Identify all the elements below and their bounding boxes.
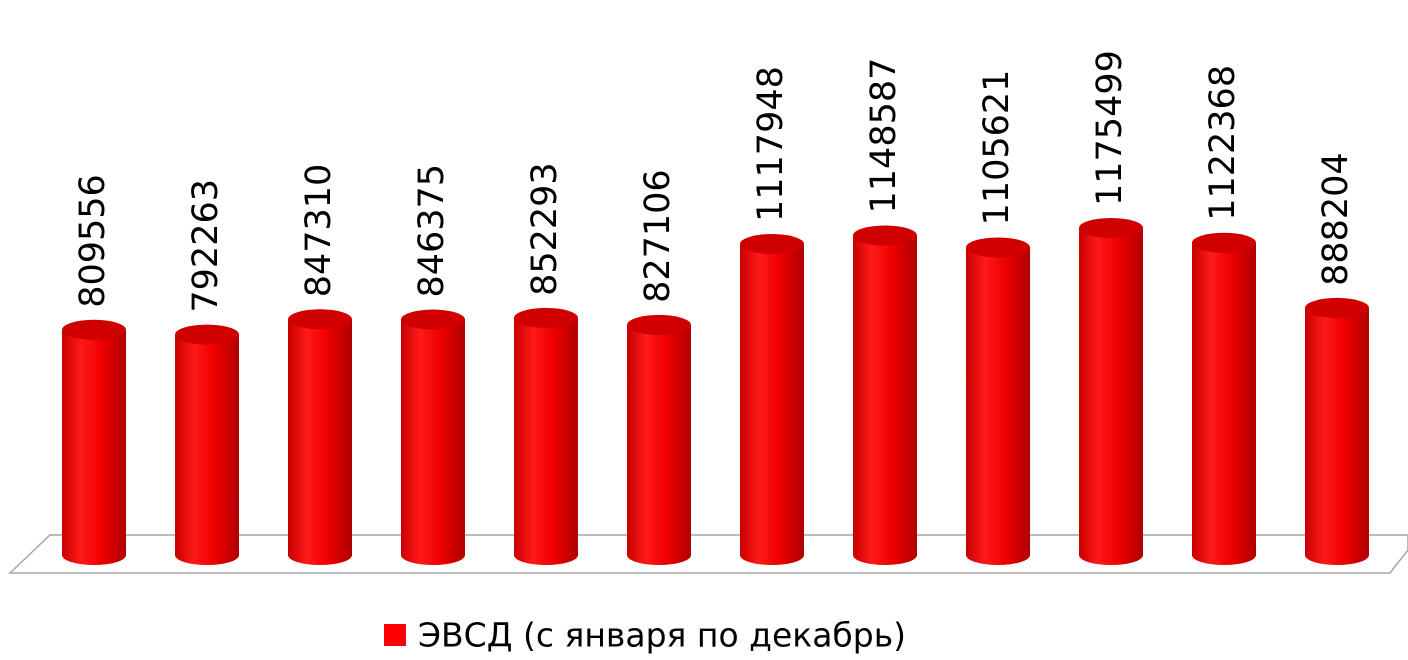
bar xyxy=(514,307,578,565)
bar-body xyxy=(401,319,465,565)
bar-body xyxy=(1305,307,1369,565)
data-label: 852293 xyxy=(525,162,565,296)
bar xyxy=(62,319,126,565)
bar-top xyxy=(1079,218,1143,238)
data-label: 1148587 xyxy=(864,58,904,214)
data-label: 1175499 xyxy=(1090,50,1130,206)
data-label: 846375 xyxy=(412,164,452,298)
bar-body xyxy=(1192,242,1256,565)
bar-body xyxy=(853,235,917,565)
bar-body xyxy=(175,334,239,565)
bar-body xyxy=(62,329,126,565)
bar-top xyxy=(288,309,352,330)
bar xyxy=(175,324,239,565)
bar-top xyxy=(1192,232,1256,253)
bar-top xyxy=(627,314,691,335)
bar-top xyxy=(1305,297,1369,318)
floor xyxy=(8,534,1408,574)
legend-label: ЭВСД (с января по декабрь) xyxy=(418,616,906,655)
bar xyxy=(1192,232,1256,565)
data-label: 827106 xyxy=(638,169,678,303)
data-label: 888204 xyxy=(1316,152,1356,286)
bar xyxy=(627,314,691,565)
data-label: 1105621 xyxy=(977,70,1017,226)
plot-area: 809556 792263 847310 846375 852293 827106 1117… xyxy=(62,50,1369,565)
bar-body xyxy=(966,247,1030,565)
bar-body xyxy=(288,319,352,565)
legend-swatch xyxy=(384,624,406,646)
bar-body xyxy=(627,324,691,565)
bar xyxy=(853,225,917,565)
bar-top xyxy=(514,307,578,328)
bar-top xyxy=(175,324,239,345)
bar-top xyxy=(853,225,917,246)
bar xyxy=(288,309,352,565)
bar-top xyxy=(62,319,126,340)
bar xyxy=(740,234,804,565)
bar xyxy=(1305,297,1369,565)
data-label: 1122368 xyxy=(1203,65,1243,221)
data-label: 809556 xyxy=(73,174,113,308)
bar xyxy=(1079,218,1143,565)
bar-top xyxy=(966,237,1030,258)
bar-body xyxy=(514,317,578,565)
bar-top xyxy=(401,309,465,330)
bar-body xyxy=(1079,228,1143,565)
data-label: 1117948 xyxy=(751,66,791,222)
bar xyxy=(401,309,465,565)
data-label: 792263 xyxy=(186,179,226,313)
bar-top xyxy=(740,234,804,255)
bar-body xyxy=(740,244,804,565)
bar xyxy=(966,237,1030,565)
data-label: 847310 xyxy=(299,164,339,298)
